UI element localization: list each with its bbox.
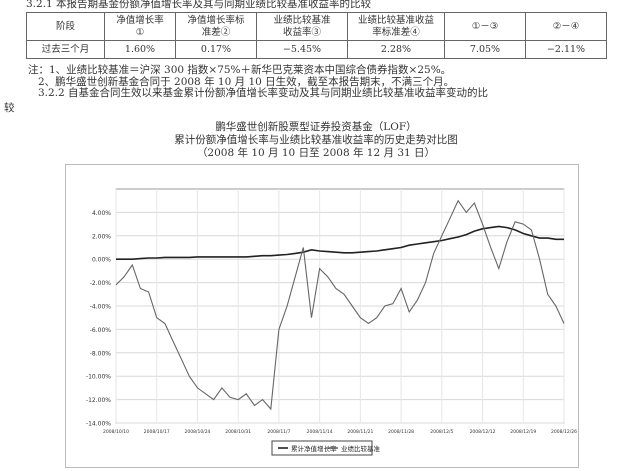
x-tick-label: 2008/10/31 xyxy=(225,429,251,435)
y-tick-label: -14.00% xyxy=(86,421,111,428)
col-header-nav-std: 净值增长率标 准差② xyxy=(175,12,257,41)
x-tick-label: 2008/11/7 xyxy=(267,429,290,435)
notes-block: 注：1、业绩比较基准＝沪深 300 指数×75%＋新华巴克莱资本中国综合债券指数… xyxy=(28,64,489,100)
x-tick-label: 2008/10/24 xyxy=(184,429,210,435)
table-cell-benchmark-std: 2.28% xyxy=(347,40,445,59)
y-tick-label: 4.00% xyxy=(92,210,111,217)
x-tick-label: 2008/12/12 xyxy=(470,429,496,435)
table-row: 过去三个月 1.60% 0.17% −5.45% 2.28% 7.05% −2.… xyxy=(26,40,607,59)
x-tick-label: 2008/10/10 xyxy=(103,429,129,435)
y-tick-label: -6.00% xyxy=(90,327,112,334)
chart-frame: 4.00% 2.00% 0.00% -2.00% -4.00% -6.00% -8.00% -… xyxy=(65,164,579,468)
x-tick-label: 2008/11/14 xyxy=(307,429,333,435)
table-cell-nav-std: 0.17% xyxy=(175,40,257,59)
table-cell-benchmark-return: −5.45% xyxy=(256,40,348,59)
chart-title-period: （2008 年 10 月 10 日至 2008 年 12 月 31 日） xyxy=(196,147,436,159)
x-tick-label: 2008/11/28 xyxy=(388,429,414,435)
nav-vs-benchmark-chart: 4.00% 2.00% 0.00% -2.00% -4.00% -6.00% -8.00% -… xyxy=(86,188,577,456)
chart-title-fund-name: 鹏华盛世创新股票型证券投资基金（LOF） xyxy=(215,121,417,133)
note-section-3-2-2: 3.2.2 自基金合同生效以来基金累计份额净值增长率变动及其与同期业绩比较基准收… xyxy=(38,87,489,99)
x-tick-label: 2008/12/5 xyxy=(430,429,453,435)
chart-title-description: 累计份额净值增长率与业绩比较基准收益率的历史走势对比图 xyxy=(174,134,458,146)
col-header-benchmark-std: 业绩比较基准收益 率标准差④ xyxy=(347,12,445,41)
col-header-benchmark-return: 业绩比较基准 收益率③ xyxy=(256,12,348,41)
y-tick-label: -8.00% xyxy=(90,350,112,357)
legend-label: 累计净值增长率 xyxy=(291,444,337,453)
table-cell-stage: 过去三个月 xyxy=(26,40,105,59)
x-tick-label: 2008/12/19 xyxy=(510,429,536,435)
series-line-nav-growth xyxy=(116,225,564,260)
y-tick-label: -10.00% xyxy=(86,374,111,381)
note-section-3-2-2-wrap: 较 xyxy=(4,102,15,114)
x-tick-label: 2008/10/17 xyxy=(144,429,170,435)
y-tick-label: -2.00% xyxy=(90,280,112,287)
table-cell-diff-1-3: 7.05% xyxy=(444,40,526,59)
y-tick-label: -4.00% xyxy=(90,304,112,311)
col-header-nav-growth: 净值增长率 ① xyxy=(104,12,176,41)
comparison-table: 阶段 净值增长率 ① 净值增长率标 准差② 业绩比较基准 收益率③ 业绩比较基准收益率… xyxy=(26,12,607,59)
table-cell-nav-growth: 1.60% xyxy=(104,40,176,59)
chart-title-block: 鹏华盛世创新股票型证券投资基金（LOF） 累计份额净值增长率与业绩比较基准收益率… xyxy=(0,121,632,160)
note-benchmark-definition: 注：1、业绩比较基准＝沪深 300 指数×75%＋新华巴克莱资本中国综合债券指数… xyxy=(28,64,452,76)
col-header-diff-2-4: ②－④ xyxy=(525,12,607,41)
y-tick-label: -12.00% xyxy=(86,397,111,404)
note-contract-effective: 2、鹏华盛世创新基金合同于 2008 年 10 月 10 日生效，截至本报告期末… xyxy=(38,75,455,88)
series-line-benchmark xyxy=(115,199,565,411)
x-tick-label: 2008/11/21 xyxy=(347,429,373,435)
table-header-row: 阶段 净值增长率 ① 净值增长率标 准差② 业绩比较基准 收益率③ 业绩比较基准收益率… xyxy=(26,12,607,41)
chart-legend xyxy=(271,440,373,456)
col-header-stage: 阶段 xyxy=(26,12,105,41)
section-heading: 3.2.1 本报告期基金份额净值增长率及其与同期业绩比较基准收益率的比较 xyxy=(26,0,372,10)
x-tick-label: 2008/12/26 xyxy=(551,429,577,435)
y-tick-label: 0.00% xyxy=(92,257,111,264)
col-header-diff-1-3: ①－③ xyxy=(444,12,526,41)
y-tick-label: 2.00% xyxy=(92,233,111,240)
table-cell-diff-2-4: −2.11% xyxy=(525,40,607,59)
legend-label: 业绩比较基准 xyxy=(341,444,381,453)
